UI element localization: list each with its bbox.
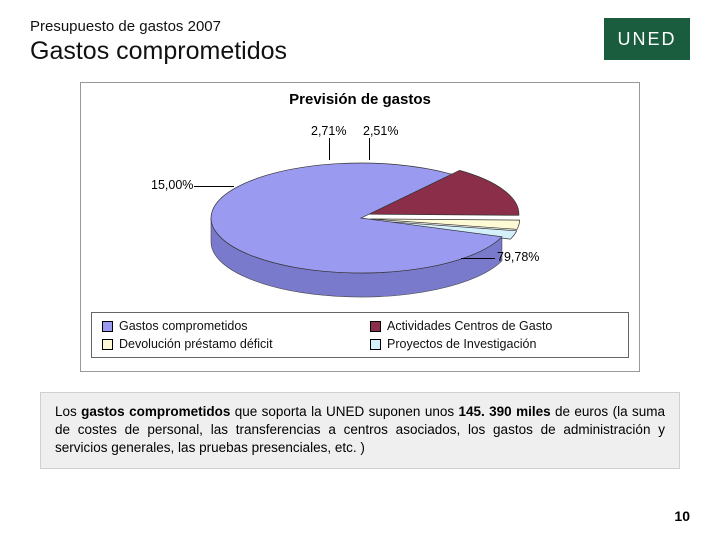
title-block: Presupuesto de gastos 2007 Gastos compro… — [30, 18, 287, 66]
pct-label-0: 79,78% — [497, 250, 539, 264]
legend-swatch — [102, 321, 113, 332]
note-bold: 145. 390 miles — [459, 404, 551, 419]
legend-swatch — [102, 339, 113, 350]
legend-label: Proyectos de Investigación — [387, 337, 536, 351]
legend-swatch — [370, 321, 381, 332]
legend-item: Actividades Centros de Gasto — [370, 319, 618, 333]
chart-title: Previsión de gastos — [81, 83, 639, 108]
pct-label-1: 15,00% — [151, 178, 193, 192]
note-text: que soporta la UNED suponen unos — [230, 404, 458, 419]
leader-line — [369, 138, 370, 160]
uned-logo: UNED — [604, 18, 690, 60]
pct-label-3: 2,51% — [363, 124, 398, 138]
slide: Presupuesto de gastos 2007 Gastos compro… — [0, 0, 720, 540]
note-bold: gastos comprometidos — [81, 404, 230, 419]
legend-item: Devolución préstamo déficit — [102, 337, 350, 351]
legend-label: Devolución préstamo déficit — [119, 337, 273, 351]
pie-chart: 15,00% 2,71% 2,51% 79,78% — [81, 108, 641, 308]
leader-line — [329, 138, 330, 160]
legend-swatch — [370, 339, 381, 350]
legend-item: Proyectos de Investigación — [370, 337, 618, 351]
page-number: 10 — [674, 508, 690, 524]
legend-label: Gastos comprometidos — [119, 319, 248, 333]
page-title: Gastos comprometidos — [30, 37, 287, 66]
legend-label: Actividades Centros de Gasto — [387, 319, 552, 333]
super-title: Presupuesto de gastos 2007 — [30, 18, 287, 35]
pct-label-2: 2,71% — [311, 124, 346, 138]
leader-line — [461, 258, 495, 259]
legend-item: Gastos comprometidos — [102, 319, 350, 333]
header: Presupuesto de gastos 2007 Gastos compro… — [30, 18, 690, 66]
pie-svg — [81, 108, 641, 308]
leader-line — [194, 186, 234, 187]
note-text: Los — [55, 404, 81, 419]
legend: Gastos comprometidos Actividades Centros… — [91, 312, 629, 358]
chart-container: Previsión de gastos 15,00% 2,71% 2,51% 7… — [80, 82, 640, 372]
footnote-box: Los gastos comprometidos que soporta la … — [40, 392, 680, 469]
